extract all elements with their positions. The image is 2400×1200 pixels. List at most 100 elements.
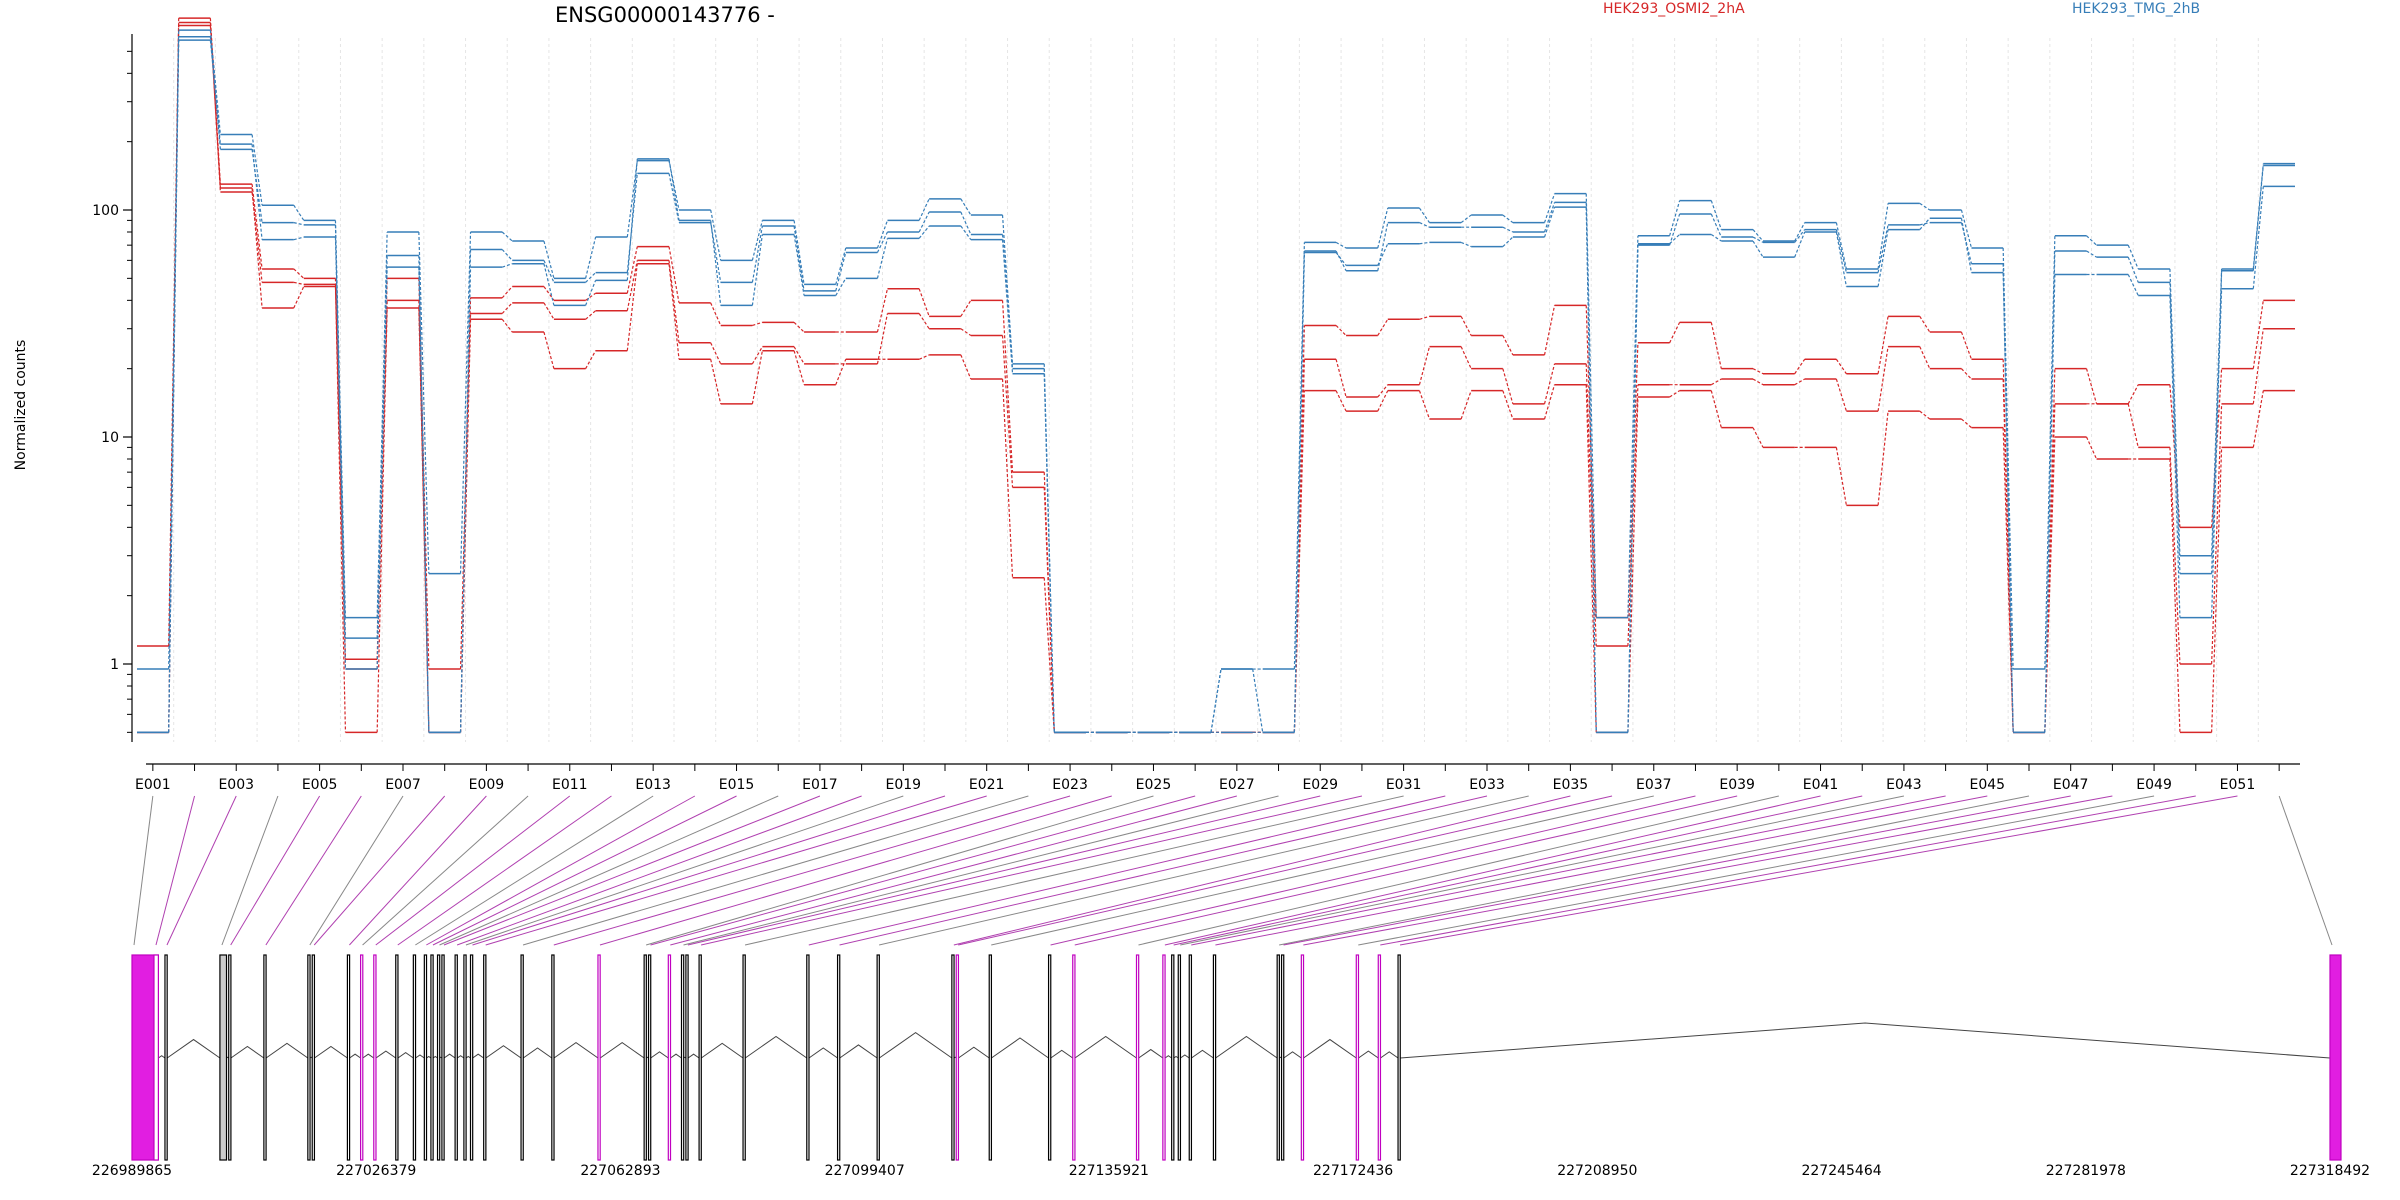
intron-line: [314, 1045, 348, 1059]
series-connector: [1752, 427, 1764, 448]
exon-box: [219, 954, 228, 1161]
series-connector: [2085, 368, 2098, 404]
series-connector: [501, 318, 513, 333]
series-connector: [918, 211, 930, 233]
series-connector: [1543, 193, 1556, 223]
axes: 1 10 100 E001 E003 E005 E007 E009 E011 E013 E015 E0…: [92, 34, 2300, 793]
series-connector: [626, 160, 638, 238]
series-connector: [876, 231, 889, 253]
exon-box: [228, 954, 232, 1161]
series-connector: [585, 236, 597, 279]
exon-box: [441, 954, 445, 1161]
genomic-coordinate-label: 227099407: [825, 1163, 905, 1179]
series-connector: [459, 267, 472, 733]
intron-line: [432, 1055, 438, 1059]
series-connector: [1669, 322, 1681, 344]
series-connector: [1919, 346, 1931, 369]
series-connector: [1669, 234, 1681, 245]
series-connector: [1585, 207, 1597, 733]
series-connector: [1752, 368, 1764, 375]
series-connector: [918, 313, 930, 330]
series-connector: [1877, 224, 1889, 273]
exon-box: [1397, 954, 1401, 1161]
series-connector: [585, 310, 597, 320]
exon-box: [1047, 954, 1052, 1161]
series-connector: [1043, 487, 1055, 733]
exon-connector: [439, 795, 779, 946]
intron-line: [349, 1053, 361, 1059]
exon-connector: [1074, 795, 1738, 946]
exon-box: [836, 954, 841, 1161]
intron-line: [1380, 1051, 1399, 1059]
series-connector: [1377, 318, 1389, 336]
genomic-coordinate-label: 227135921: [1069, 1163, 1149, 1179]
exon-box: [346, 954, 351, 1161]
exon-connector: [687, 795, 1321, 946]
series-connector: [251, 187, 263, 309]
series-connector: [1752, 378, 1764, 386]
series-connector: [2002, 427, 2014, 733]
series-connector: [960, 211, 972, 235]
series-connector: [793, 220, 805, 285]
series-connector: [2086, 235, 2097, 246]
series-connector: [334, 237, 347, 639]
series-connector: [2169, 268, 2181, 556]
series-connector: [1919, 410, 1931, 420]
intron-line: [808, 1047, 838, 1059]
exon-connector: [1138, 795, 1779, 946]
series-connector: [334, 286, 347, 733]
series-connector: [459, 297, 472, 670]
exon-box: [263, 954, 267, 1161]
series-connector: [960, 198, 972, 216]
exon-box: [951, 954, 955, 1161]
exon-box: [742, 954, 746, 1161]
exon-connector: [1191, 795, 1946, 946]
exon-box: [698, 954, 702, 1161]
x-tick-label: E011: [552, 777, 588, 793]
x-tick-label: E043: [1886, 777, 1922, 793]
series-connector: [1543, 305, 1556, 356]
intron-line: [1358, 1050, 1379, 1059]
series-connector: [1377, 384, 1389, 398]
series-connector: [710, 209, 722, 261]
intron-line: [522, 1047, 553, 1059]
exon-connector: [166, 795, 237, 946]
series-connector: [668, 158, 680, 221]
x-tick-label: E007: [385, 777, 421, 793]
series-connector: [1543, 384, 1556, 420]
genomic-coordinate-label: 227172436: [1313, 1163, 1393, 1179]
series-connector: [1419, 222, 1430, 228]
x-tick-label: E035: [1553, 777, 1589, 793]
exon-connector: [1180, 795, 1905, 946]
transcript-model: [131, 954, 2342, 1161]
exon-box: [436, 954, 441, 1161]
intron-line: [375, 1050, 397, 1059]
intron-line: [457, 1055, 465, 1059]
intron-line: [443, 1053, 456, 1059]
series-connector: [668, 246, 680, 303]
series-connector: [1502, 335, 1514, 356]
series-lines: [137, 17, 2295, 734]
series-connector: [1835, 231, 1847, 287]
series-connector: [501, 286, 513, 299]
series-connector: [1877, 411, 1889, 506]
x-tick-label: E027: [1219, 777, 1255, 793]
series-connector: [1585, 363, 1597, 647]
series-connector: [751, 225, 763, 283]
series-connector: [1835, 229, 1847, 273]
series-connector: [501, 302, 513, 314]
exon-box: [430, 954, 434, 1161]
series-connector: [1669, 200, 1681, 236]
series-connector: [2127, 274, 2139, 296]
exon-connector: [426, 795, 696, 946]
series-connector: [1960, 218, 1973, 273]
series-connector: [209, 30, 221, 135]
series-connector: [501, 249, 513, 261]
series-connector: [1835, 358, 1847, 375]
series-connector: [543, 260, 555, 283]
series-connector: [543, 331, 555, 369]
y-tick-label: 100: [92, 203, 119, 219]
series-connector: [1794, 229, 1806, 243]
series-connector: [293, 204, 305, 221]
